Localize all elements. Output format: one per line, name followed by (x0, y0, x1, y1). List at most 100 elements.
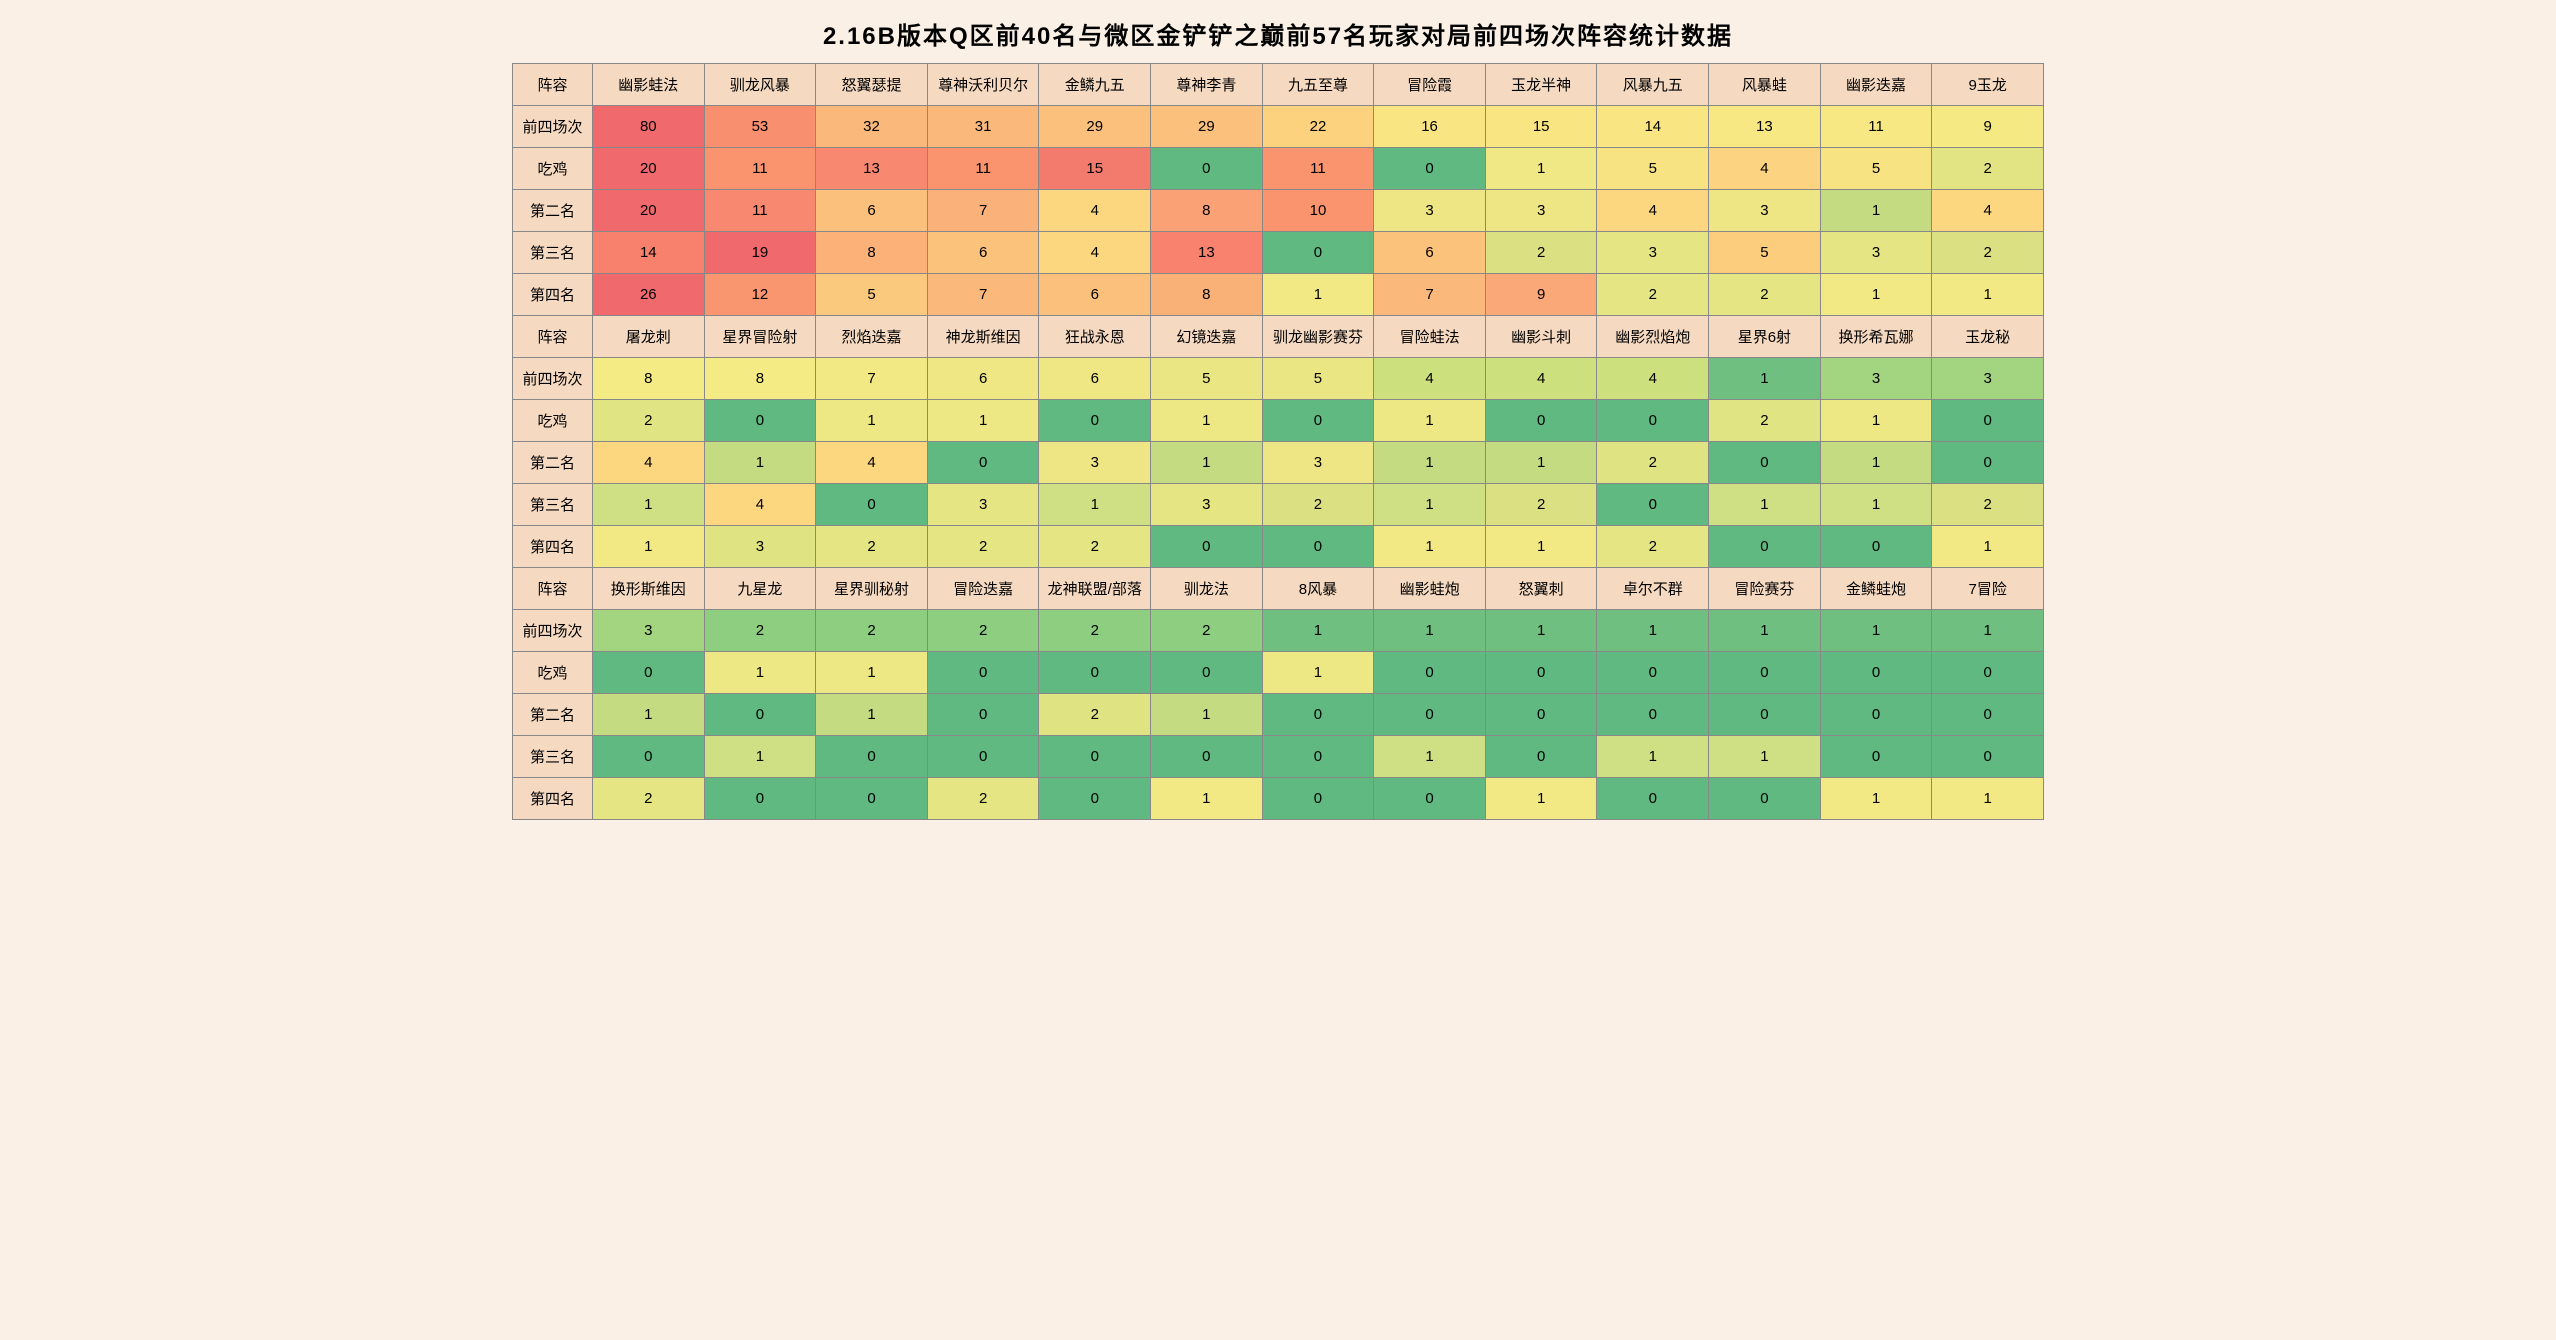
data-cell: 0 (1374, 694, 1486, 736)
data-cell: 31 (927, 106, 1039, 148)
data-cell: 0 (1820, 694, 1932, 736)
data-cell: 2 (1597, 526, 1709, 568)
col-header: 神龙斯维因 (927, 316, 1039, 358)
data-cell: 2 (1485, 232, 1597, 274)
data-cell: 1 (1932, 610, 2044, 652)
data-cell: 3 (704, 526, 816, 568)
col-header: 换形希瓦娜 (1820, 316, 1932, 358)
row-header: 第三名 (513, 232, 593, 274)
data-cell: 0 (1709, 694, 1821, 736)
data-cell: 3 (1597, 232, 1709, 274)
data-cell: 2 (927, 526, 1039, 568)
data-cell: 1 (1932, 274, 2044, 316)
col-header: 幽影斗刺 (1485, 316, 1597, 358)
data-cell: 2 (816, 526, 928, 568)
data-cell: 2 (1039, 694, 1151, 736)
col-header: 7冒险 (1932, 568, 2044, 610)
col-header: 风暴九五 (1597, 64, 1709, 106)
data-cell: 0 (1932, 694, 2044, 736)
row-header: 阵容 (513, 64, 593, 106)
data-cell: 1 (1485, 778, 1597, 820)
col-header: 幽影迭嘉 (1820, 64, 1932, 106)
data-cell: 2 (1932, 484, 2044, 526)
data-cell: 15 (1039, 148, 1151, 190)
data-cell: 26 (593, 274, 705, 316)
data-cell: 1 (816, 400, 928, 442)
col-header: 幽影烈焰炮 (1597, 316, 1709, 358)
data-cell: 0 (927, 694, 1039, 736)
data-cell: 1 (1820, 484, 1932, 526)
data-cell: 1 (593, 694, 705, 736)
data-cell: 4 (1039, 190, 1151, 232)
data-cell: 2 (1485, 484, 1597, 526)
data-cell: 4 (1374, 358, 1486, 400)
data-cell: 1 (1820, 400, 1932, 442)
data-cell: 2 (593, 778, 705, 820)
data-cell: 1 (1374, 526, 1486, 568)
data-cell: 20 (593, 190, 705, 232)
data-cell: 2 (927, 610, 1039, 652)
data-cell: 0 (1262, 526, 1374, 568)
data-cell: 12 (704, 274, 816, 316)
data-cell: 1 (1820, 610, 1932, 652)
data-cell: 1 (1262, 652, 1374, 694)
data-cell: 6 (1374, 232, 1486, 274)
col-header: 狂战永恩 (1039, 316, 1151, 358)
data-cell: 4 (1709, 148, 1821, 190)
data-cell: 0 (1485, 400, 1597, 442)
data-cell: 1 (1820, 442, 1932, 484)
row-header: 前四场次 (513, 610, 593, 652)
data-cell: 4 (593, 442, 705, 484)
data-cell: 14 (1597, 106, 1709, 148)
col-header: 金鳞九五 (1039, 64, 1151, 106)
data-cell: 0 (1485, 652, 1597, 694)
data-cell: 11 (704, 190, 816, 232)
data-cell: 6 (927, 232, 1039, 274)
col-header: 九星龙 (704, 568, 816, 610)
row-header: 第二名 (513, 442, 593, 484)
data-cell: 2 (1151, 610, 1263, 652)
data-cell: 2 (704, 610, 816, 652)
data-cell: 0 (1151, 526, 1263, 568)
data-cell: 1 (1151, 400, 1263, 442)
data-cell: 5 (1709, 232, 1821, 274)
data-cell: 32 (816, 106, 928, 148)
data-cell: 11 (704, 148, 816, 190)
col-header: 幽影蛙法 (593, 64, 705, 106)
data-cell: 0 (1485, 736, 1597, 778)
data-cell: 0 (593, 652, 705, 694)
data-cell: 1 (1374, 736, 1486, 778)
row-header: 第二名 (513, 190, 593, 232)
data-cell: 0 (1262, 694, 1374, 736)
data-cell: 0 (1597, 694, 1709, 736)
data-cell: 2 (1597, 274, 1709, 316)
data-cell: 0 (927, 442, 1039, 484)
row-header: 第四名 (513, 526, 593, 568)
data-cell: 0 (1932, 400, 2044, 442)
data-cell: 1 (1709, 610, 1821, 652)
data-cell: 0 (1932, 442, 2044, 484)
data-cell: 2 (1262, 484, 1374, 526)
data-cell: 11 (1820, 106, 1932, 148)
data-cell: 1 (1597, 736, 1709, 778)
data-cell: 10 (1262, 190, 1374, 232)
data-cell: 0 (1709, 526, 1821, 568)
data-cell: 0 (1597, 484, 1709, 526)
data-cell: 0 (927, 652, 1039, 694)
row-header: 第四名 (513, 274, 593, 316)
data-cell: 0 (1709, 778, 1821, 820)
data-cell: 1 (1485, 526, 1597, 568)
data-cell: 2 (1709, 274, 1821, 316)
data-cell: 0 (1820, 652, 1932, 694)
row-header: 前四场次 (513, 358, 593, 400)
data-cell: 3 (1262, 442, 1374, 484)
data-cell: 29 (1151, 106, 1263, 148)
col-header: 玉龙半神 (1485, 64, 1597, 106)
data-cell: 1 (1932, 526, 2044, 568)
col-header: 卓尔不群 (1597, 568, 1709, 610)
data-cell: 0 (704, 778, 816, 820)
col-header: 九五至尊 (1262, 64, 1374, 106)
data-cell: 2 (1039, 526, 1151, 568)
row-header: 吃鸡 (513, 148, 593, 190)
col-header: 尊神李青 (1151, 64, 1263, 106)
